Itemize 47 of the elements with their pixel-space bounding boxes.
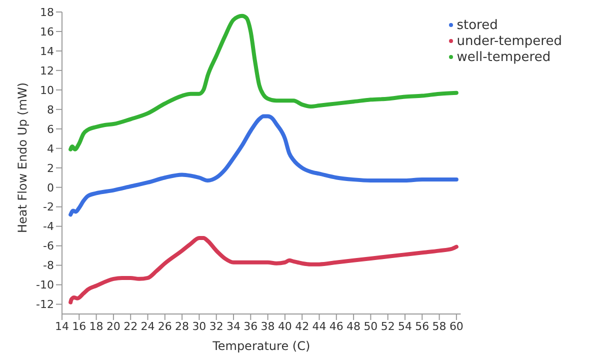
x-tick-label: 60 — [449, 320, 464, 333]
x-tick-label: 22 — [124, 320, 138, 333]
y-tick-label: 10 — [40, 84, 54, 97]
x-axis-title: Temperature (C) — [212, 339, 310, 353]
x-tick-label: 38 — [260, 320, 275, 333]
x-tick-label: 26 — [158, 320, 172, 333]
y-tick-label: -8 — [43, 259, 54, 272]
x-tick-label: 50 — [364, 320, 378, 333]
x-tick-label: 58 — [432, 320, 446, 333]
legend-label: stored — [456, 18, 498, 33]
y-tick-label: 8 — [47, 103, 54, 116]
x-tick-label: 28 — [175, 320, 190, 333]
y-tick-label: -12 — [36, 298, 54, 312]
y-tick-label: 2 — [47, 162, 54, 175]
y-tick-label: -10 — [36, 278, 54, 292]
x-tick-label: 54 — [398, 320, 412, 333]
x-tick-label: 20 — [106, 320, 120, 333]
legend-label: well-tempered — [456, 50, 551, 65]
x-tick-label: 46 — [329, 320, 344, 333]
x-tick-label: 30 — [192, 320, 206, 333]
x-tick-label: 44 — [312, 320, 326, 333]
x-tick-label: 24 — [140, 320, 155, 333]
x-tick-label: 36 — [244, 320, 258, 333]
x-tick-label: 42 — [295, 320, 310, 333]
y-tick-label: -4 — [43, 220, 54, 234]
y-tick-label: 12 — [40, 64, 54, 78]
x-tick-label: 32 — [209, 320, 224, 333]
y-tick-label: 0 — [47, 181, 54, 194]
line-series — [68, 14, 458, 152]
x-tick-label: 48 — [346, 320, 361, 333]
y-axis-title: Heat Flow Endo Up (mW) — [15, 82, 30, 233]
y-tick-label: 18 — [40, 6, 54, 19]
x-tick-label: 34 — [226, 320, 240, 333]
x-tick-label: 16 — [72, 320, 86, 333]
line-series — [68, 114, 458, 217]
legend-label: under-tempered — [456, 34, 562, 49]
y-tick-label: 16 — [40, 25, 54, 38]
x-tick-label: 52 — [380, 320, 395, 333]
x-tick-label: 56 — [415, 320, 430, 333]
line-series — [68, 236, 458, 304]
y-tick-label: 14 — [40, 44, 54, 58]
x-tick-label: 18 — [89, 320, 104, 333]
y-tick-label: -6 — [43, 240, 54, 253]
y-tick-label: 6 — [47, 122, 54, 136]
y-tick-label: -2 — [43, 200, 54, 214]
x-tick-label: 40 — [278, 320, 292, 333]
y-tick-label: 4 — [47, 142, 54, 156]
